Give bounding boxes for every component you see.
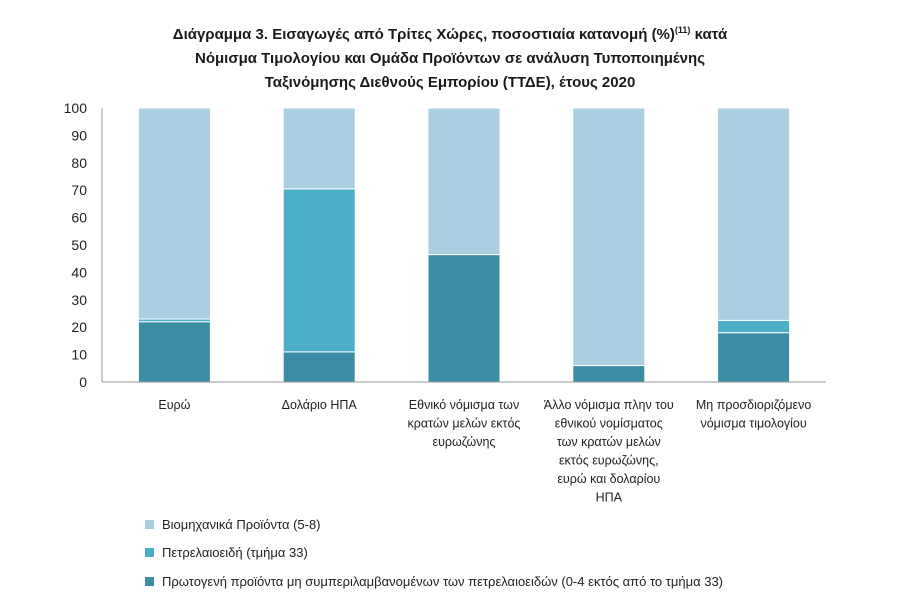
bar-segment-industrial [572, 107, 646, 367]
x-tick-label: κρατών μελών εκτός [408, 417, 521, 431]
x-tick-label: Μη προσδιοριζόμενο [696, 398, 811, 412]
legend-label-primary: Πρωτογενή προϊόντα μη συμπεριλαμβανομένω… [162, 574, 724, 589]
x-tick-label: Εθνικό νόμισμα των [409, 398, 519, 412]
y-tick-label: 60 [71, 210, 87, 226]
legend-item-petroleum: Πετρελαιοειδή (τμήμα 33) [145, 545, 308, 560]
bar-segment-industrial [427, 107, 501, 256]
y-tick-label: 50 [71, 237, 87, 253]
x-tick-label: των κρατών μελών [557, 435, 661, 449]
chart-title: Διάγραμμα 3. Εισαγωγές από Τρίτες Χώρες,… [60, 18, 840, 95]
bar-segment-petroleum [717, 319, 791, 334]
title-line-1: Διάγραμμα 3. Εισαγωγές από Τρίτες Χώρες,… [172, 26, 675, 43]
x-tick-label: εκτός ευρωζώνης, [559, 454, 659, 468]
y-tick-label: 10 [71, 347, 87, 363]
y-tick-label: 80 [71, 155, 87, 171]
bar-segment-primary [427, 254, 501, 383]
bar-segment-primary [137, 321, 211, 383]
bar-segment-industrial [717, 107, 791, 321]
y-tick-label: 70 [71, 182, 87, 198]
x-tick-label: Άλλο νόμισμα πλην του [544, 398, 674, 412]
x-tick-label: εθνικού νομίσματος [555, 417, 663, 431]
y-tick-label: 30 [71, 292, 87, 308]
x-tick-label: ευρωζώνης [433, 435, 496, 449]
legend-item-industrial: Βιομηχανικά Προϊόντα (5-8) [145, 517, 321, 532]
y-tick-label: 100 [64, 100, 88, 116]
title-footnote-ref: (11) [674, 25, 691, 35]
y-tick-label: 20 [71, 319, 87, 335]
y-tick-label: 40 [71, 264, 87, 280]
legend-item-primary: Πρωτογενή προϊόντα μη συμπεριλαμβανομένω… [145, 574, 723, 589]
x-tick-label: ευρώ και δολαρίου [557, 472, 660, 486]
y-tick-label: 90 [71, 127, 87, 143]
legend-label-industrial: Βιομηχανικά Προϊόντα (5-8) [162, 517, 321, 532]
legend-label-petroleum: Πετρελαιοειδή (τμήμα 33) [162, 545, 308, 560]
x-tick-label: Ευρώ [158, 398, 190, 412]
legend-swatch-industrial [145, 520, 154, 529]
x-tick-label: νόμισμα τιμολογίου [700, 417, 806, 431]
bar-segment-industrial [282, 107, 356, 190]
bar-segment-primary [717, 332, 791, 383]
legend-swatch-primary [145, 577, 154, 586]
bar-segment-primary [572, 365, 646, 383]
bar-segment-industrial [137, 107, 211, 320]
legend-swatch-petroleum [145, 548, 154, 557]
title-line-3: Ταξινόμησης Διεθνούς Εμπορίου (ΤΤΔΕ), έτ… [264, 74, 636, 91]
title-line-1-end: κατά [690, 26, 728, 43]
x-tick-label: ΗΠΑ [596, 491, 623, 505]
bar-segment-primary [282, 351, 356, 383]
bar-segment-petroleum [282, 188, 356, 353]
x-tick-label: Δολάριο ΗΠΑ [282, 398, 358, 412]
title-line-2: Νόμισμα Τιμολογίου και Ομάδα Προϊόντων σ… [194, 50, 705, 67]
y-tick-label: 0 [79, 374, 87, 390]
